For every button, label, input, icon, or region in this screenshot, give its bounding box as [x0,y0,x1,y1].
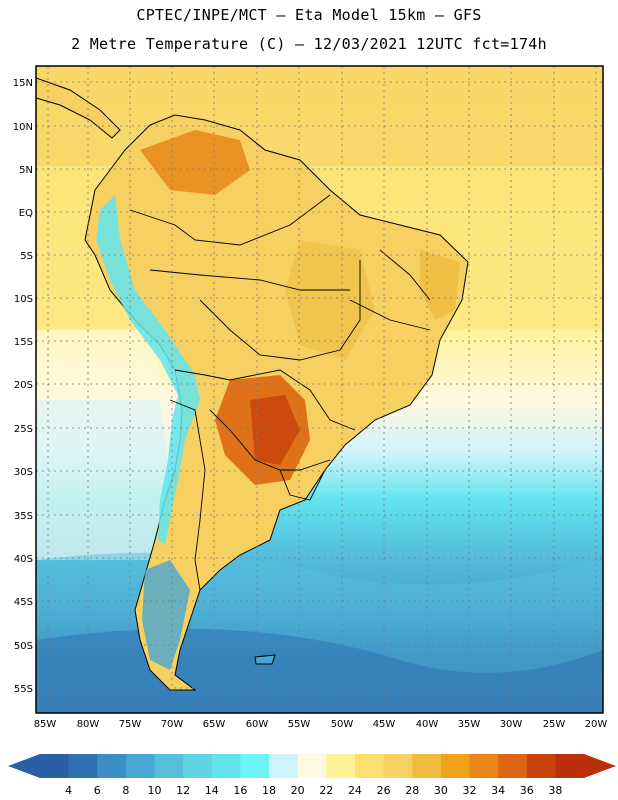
pacific-cooler-band [36,400,170,560]
legend-value-label: 10 [148,784,162,797]
lat-label: 35S [14,511,33,522]
lon-label: 30W [500,719,523,730]
legend-color-box [354,754,385,778]
caribbean-warm-band [36,66,603,166]
legend-value-label: 22 [319,784,333,797]
lat-label: 15S [14,337,33,348]
lon-label: 65W [203,719,226,730]
venezuela-hot-spot [140,130,250,195]
lat-label: 25S [14,424,33,435]
lat-label: 10N [13,122,33,133]
lat-label: 55S [14,684,33,695]
lat-label: 20S [14,380,33,391]
lat-label: 40S [14,554,33,565]
legend-color-box [469,754,499,778]
lon-label: 50W [331,719,354,730]
legend-color-box [154,754,184,778]
map-title: CPTEC/INPE/MCT — Eta Model 15km — GFS [136,6,482,24]
legend-color-box [68,754,98,778]
legend-color-box [498,754,528,778]
legend-color-box [383,754,413,778]
lon-label: 45W [373,719,396,730]
patagonia-cold [142,560,190,670]
lon-label: 25W [543,719,566,730]
legend-value-label: 30 [434,784,448,797]
lat-label: 5N [19,165,33,176]
legend-color-box [97,754,127,778]
lon-label: 40W [416,719,439,730]
lat-label: 30S [14,467,33,478]
legend-color-box [526,754,556,778]
legend-value-label: 26 [377,784,391,797]
legend-high-arrow [584,754,616,778]
legend-color-box [125,754,156,778]
lon-label: 75W [119,719,142,730]
lat-label: 50S [14,641,33,652]
map-frame [35,65,604,714]
lon-label: 55W [288,719,311,730]
legend-value-label: 4 [65,784,72,797]
legend-value-label: 28 [405,784,419,797]
map-field [36,66,603,713]
legend-color-box [269,754,299,778]
lon-label: 70W [161,719,184,730]
lat-label: EQ [19,208,33,219]
legend-low-arrow [8,754,40,778]
country-borders [129,194,431,591]
legend-color-box [440,754,470,778]
lat-label: 15N [13,78,33,89]
longitude-labels: 85W 80W 75W 70W 65W 60W 55W 50W 45W 40W … [34,719,608,730]
legend-value-label: 38 [548,784,562,797]
legend-value-label: 8 [122,784,129,797]
northeast-brazil-warm [420,250,460,320]
lon-label: 35W [458,719,481,730]
legend-value-label: 6 [94,784,101,797]
latitude-labels: 15N 10N 5N EQ 5S 10S 15S 20S 25S 30S 35S… [13,78,33,695]
central-brazil-warm [285,240,375,360]
legend-color-box [240,754,270,778]
legend-color-box [555,754,585,778]
legend-value-label: 36 [520,784,534,797]
lon-label: 20W [585,719,608,730]
legend-value-label: 14 [205,784,219,797]
chaco-hottest-core [250,395,300,465]
legend-color-box [40,754,70,778]
legend-color-box [211,754,241,778]
color-legend: 4 6 8 10 12 14 16 18 20 22 24 26 28 30 32 34 36 38 [8,754,616,797]
map-subtitle: 2 Metre Temperature (C) — 12/03/2021 12U… [71,35,547,53]
legend-value-label: 12 [176,784,190,797]
andes-cold-strip [96,195,200,545]
lon-label: 85W [34,719,57,730]
legend-color-box [183,754,213,778]
legend-value-label: 20 [291,784,305,797]
legend-value-label: 32 [462,784,476,797]
lat-label: 45S [14,597,33,608]
graticule [36,66,603,713]
legend-color-box [326,754,356,778]
legend-color-box [412,754,442,778]
lat-label: 10S [14,294,33,305]
lon-label: 80W [77,719,100,730]
legend-value-label: 34 [491,784,505,797]
legend-value-label: 24 [348,784,362,797]
legend-value-label: 18 [262,784,276,797]
lon-label: 60W [246,719,269,730]
legend-value-label: 16 [233,784,247,797]
legend-color-box [297,754,327,778]
central-america [36,77,121,139]
lat-label: 5S [20,251,33,262]
falkland-islands [254,654,276,665]
